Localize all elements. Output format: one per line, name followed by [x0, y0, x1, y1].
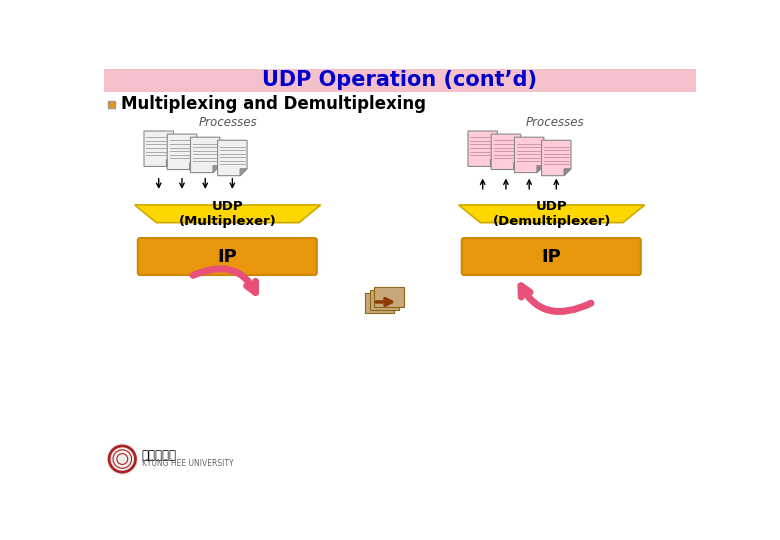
Polygon shape	[218, 140, 247, 176]
Polygon shape	[459, 205, 644, 222]
FancyBboxPatch shape	[374, 287, 403, 307]
Polygon shape	[564, 168, 571, 176]
Polygon shape	[144, 131, 173, 166]
Polygon shape	[537, 166, 544, 173]
Polygon shape	[240, 168, 247, 176]
Text: IP: IP	[541, 247, 561, 266]
Text: UDP
(Demultiplexer): UDP (Demultiplexer)	[492, 200, 611, 228]
Circle shape	[107, 444, 138, 475]
Text: 경희대학교: 경희대학교	[142, 449, 177, 462]
Polygon shape	[515, 137, 544, 173]
FancyBboxPatch shape	[462, 238, 641, 275]
Polygon shape	[135, 205, 321, 222]
Text: UDP Operation (cont’d): UDP Operation (cont’d)	[262, 70, 537, 90]
Text: IP: IP	[217, 247, 237, 266]
Polygon shape	[190, 163, 197, 170]
Polygon shape	[213, 166, 220, 173]
FancyBboxPatch shape	[365, 293, 395, 313]
Polygon shape	[491, 134, 521, 170]
Polygon shape	[491, 159, 498, 166]
Polygon shape	[541, 140, 571, 176]
Polygon shape	[166, 159, 173, 166]
Text: Multiplexing and Demultiplexing: Multiplexing and Demultiplexing	[121, 95, 426, 113]
Bar	[108, 101, 115, 108]
Polygon shape	[468, 131, 498, 166]
FancyBboxPatch shape	[138, 238, 317, 275]
Text: Processes: Processes	[198, 116, 257, 129]
Polygon shape	[514, 163, 521, 170]
Text: Processes: Processes	[526, 116, 584, 129]
FancyBboxPatch shape	[370, 289, 399, 309]
Text: KYUNG HEE UNIVERSITY: KYUNG HEE UNIVERSITY	[142, 459, 233, 468]
Polygon shape	[167, 134, 197, 170]
Polygon shape	[190, 137, 220, 173]
FancyBboxPatch shape	[104, 69, 696, 92]
Text: UDP
(Multiplexer): UDP (Multiplexer)	[179, 200, 277, 228]
